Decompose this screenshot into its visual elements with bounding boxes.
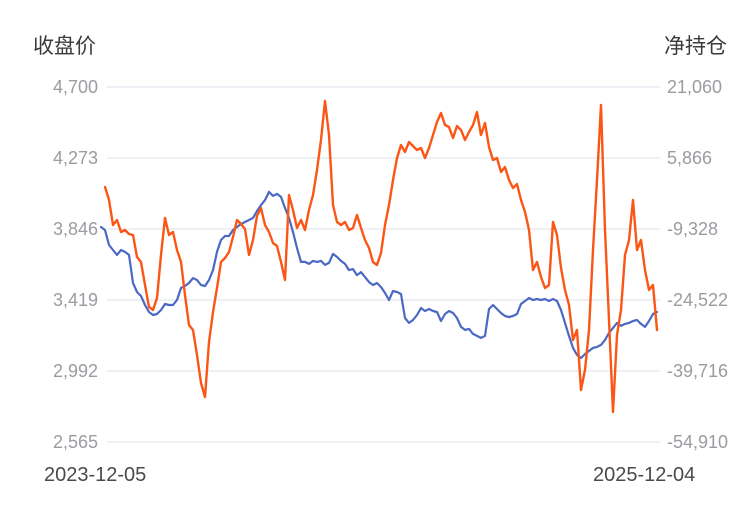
right-tick-label: 5,866 <box>667 148 712 168</box>
left-tick-label: 3,419 <box>53 290 98 310</box>
series-line-left <box>99 190 659 360</box>
right-tick-label: -54,910 <box>667 432 728 452</box>
x-axis-end-date: 2025-12-04 <box>593 464 696 486</box>
right-tick-label: -24,522 <box>667 290 728 310</box>
x-axis-start-date: 2023-12-05 <box>44 464 147 486</box>
left-tick-label: 2,565 <box>53 432 98 452</box>
left-tick-label: 3,846 <box>53 219 98 239</box>
left-axis-title: 收盘价 <box>33 35 96 58</box>
left-tick-label: 4,700 <box>53 77 98 97</box>
right-tick-label: -9,328 <box>667 219 718 239</box>
left-tick-label: 4,273 <box>53 148 98 168</box>
right-tick-label: -39,716 <box>667 361 728 381</box>
right-tick-label: 21,060 <box>667 77 722 97</box>
right-axis-title: 净持仓 <box>664 35 727 58</box>
left-tick-label: 2,992 <box>53 361 98 381</box>
series-line-right <box>103 99 659 414</box>
